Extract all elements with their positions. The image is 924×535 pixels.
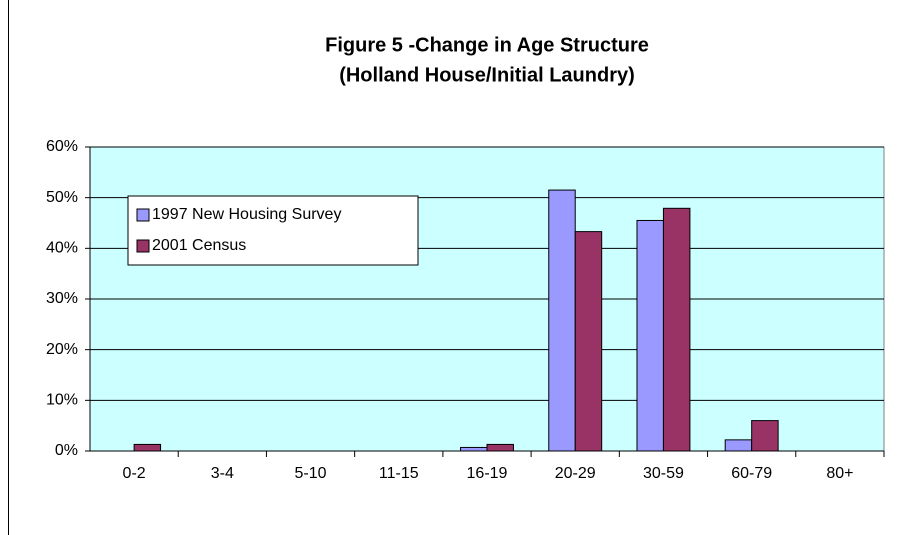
y-tick-label: 0% <box>55 442 78 459</box>
y-tick-label: 20% <box>46 341 78 358</box>
chart-subtitle: (Holland House/Initial Laundry) <box>339 64 635 86</box>
bar <box>662 207 691 452</box>
x-tick-label: 60-79 <box>731 465 772 482</box>
legend-label: 1997 New Housing Survey <box>152 206 341 223</box>
legend-label: 2001 Census <box>152 237 246 254</box>
legend-swatch <box>136 208 150 222</box>
x-tick-label: 11-15 <box>379 465 419 482</box>
bar <box>548 189 576 452</box>
bar <box>751 420 779 452</box>
bar <box>724 439 753 452</box>
bar <box>133 443 162 452</box>
bar <box>636 219 664 452</box>
y-tick-label: 30% <box>46 290 78 307</box>
x-tick-label: 3-4 <box>211 465 234 482</box>
y-tick-label: 10% <box>46 392 78 409</box>
legend-box <box>127 195 419 266</box>
bar <box>574 231 603 452</box>
x-tick-label: 5-10 <box>295 465 327 482</box>
y-tick-label: 60% <box>46 138 78 155</box>
bar <box>486 443 514 452</box>
x-tick-label: 30-59 <box>643 465 684 482</box>
x-tick-label: 20-29 <box>555 465 596 482</box>
x-tick-label: 16-19 <box>467 465 508 482</box>
x-tick-label: 0-2 <box>123 465 146 482</box>
y-tick-label: 40% <box>46 240 78 257</box>
legend-swatch <box>136 239 150 253</box>
x-tick-label: 80+ <box>826 465 853 482</box>
bar <box>460 446 488 452</box>
y-tick-label: 50% <box>46 189 78 206</box>
chart-title: Figure 5 -Change in Age Structure <box>325 34 649 56</box>
